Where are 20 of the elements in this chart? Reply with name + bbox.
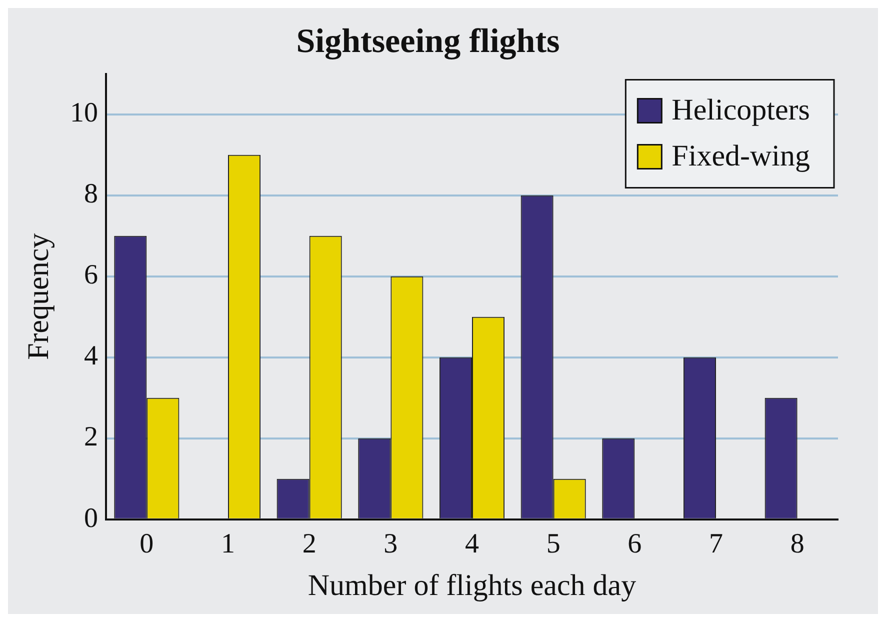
x-tick-label: 8 [790,528,804,560]
y-tick-label: 10 [70,98,98,129]
y-tick-label: 2 [84,422,98,453]
x-tick-label: 5 [546,528,560,560]
legend-label: Helicopters [672,94,810,127]
y-axis-title: Frequency [22,233,55,360]
x-tick-label: 0 [140,528,154,560]
x-tick-label: 6 [628,528,642,560]
x-tick-label: 1 [221,528,235,560]
chart-title: Sightseeing flights [296,23,560,60]
legend-label: Fixed-wing [672,140,810,173]
x-tick-label: 2 [302,528,316,560]
y-tick-label: 8 [84,178,98,210]
x-tick-label: 3 [384,528,398,560]
y-tick-label: 0 [84,502,98,534]
y-tick-label: 6 [84,260,98,291]
x-tick-label: 4 [465,528,479,560]
x-tick-label: 7 [709,528,723,560]
x-axis-title: Number of flights each day [308,568,636,602]
y-tick-label: 4 [84,340,98,372]
